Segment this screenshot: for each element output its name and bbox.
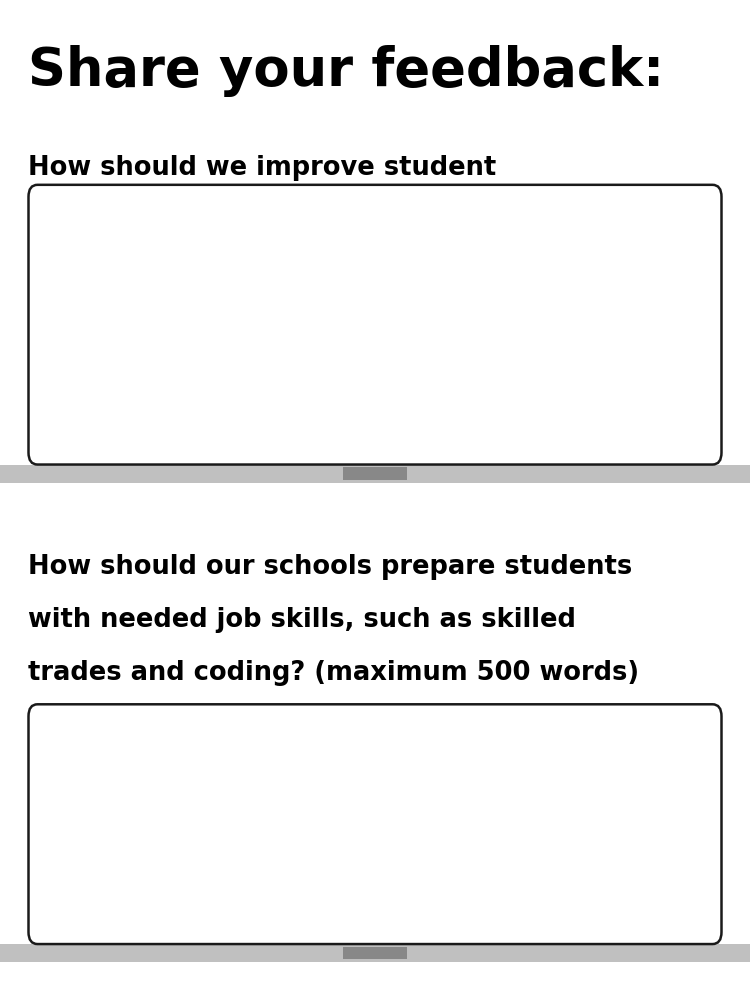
Bar — [343, 947, 406, 959]
Text: Technology, Engineering and Math (STEM)?: Technology, Engineering and Math (STEM)? — [28, 261, 655, 287]
Bar — [343, 468, 406, 480]
Text: Share your feedback:: Share your feedback: — [28, 45, 664, 97]
FancyBboxPatch shape — [28, 704, 722, 944]
FancyBboxPatch shape — [28, 185, 722, 465]
Text: How should we improve student: How should we improve student — [28, 155, 496, 181]
Text: with needed job skills, such as skilled: with needed job skills, such as skilled — [28, 607, 576, 633]
Text: performance in the disciplines of Science,: performance in the disciplines of Scienc… — [28, 208, 638, 234]
Bar — [0, 944, 750, 962]
Text: How should our schools prepare students: How should our schools prepare students — [28, 554, 633, 580]
Text: (maximum 500 words): (maximum 500 words) — [28, 314, 353, 340]
Text: trades and coding? (maximum 500 words): trades and coding? (maximum 500 words) — [28, 660, 640, 686]
Bar — [0, 465, 750, 483]
